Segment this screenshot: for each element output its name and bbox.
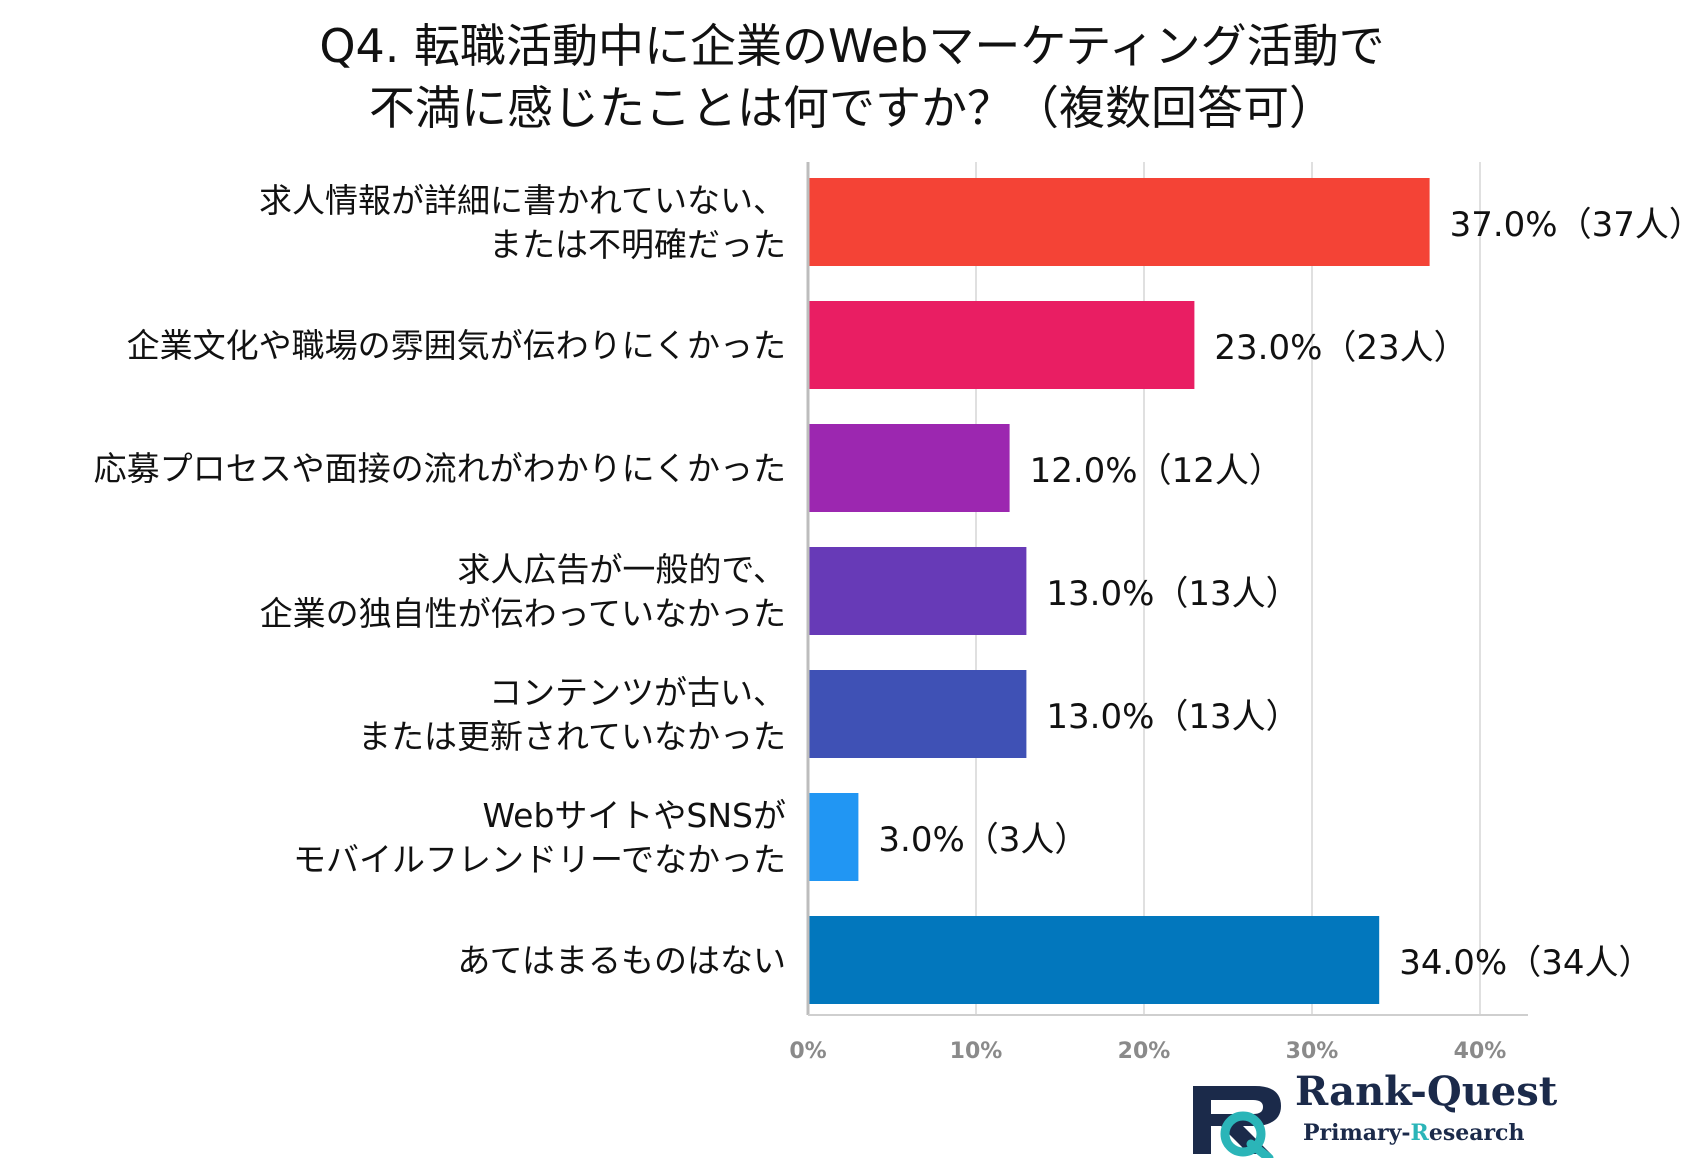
- data-label: 12.0%（12人）: [1030, 451, 1283, 491]
- category-label: コンテンツが古い、: [489, 673, 786, 712]
- category-label: モバイルフレンドリーでなかった: [293, 840, 786, 879]
- data-label: 34.0%（34人）: [1399, 943, 1652, 983]
- category-label: 企業文化や職場の雰囲気が伝わりにくかった: [127, 326, 786, 365]
- bar: [808, 301, 1195, 389]
- x-tick-label: 30%: [1286, 1039, 1339, 1064]
- logo-wordmark: Rank-Quest: [1295, 1068, 1558, 1115]
- category-label: または不明確だった: [489, 225, 786, 264]
- x-tick-label: 40%: [1454, 1039, 1507, 1064]
- bar: [808, 424, 1010, 512]
- x-tick-label: 0%: [789, 1039, 826, 1064]
- logo-tagline: Primary-Research: [1303, 1120, 1525, 1146]
- rank-quest-logo-icon: [1193, 1086, 1281, 1158]
- category-label: 求人情報が詳細に書かれていない、: [259, 181, 786, 220]
- data-label: 3.0%（3人）: [878, 820, 1088, 860]
- category-label: あてはまるものはない: [457, 941, 786, 980]
- bar: [808, 547, 1027, 635]
- data-label: 13.0%（13人）: [1046, 697, 1299, 737]
- category-label: または更新されていなかった: [358, 717, 786, 756]
- bar: [808, 178, 1430, 266]
- x-tick-label: 10%: [950, 1039, 1003, 1064]
- data-label: 13.0%（13人）: [1046, 574, 1299, 614]
- x-tick-label: 20%: [1118, 1039, 1171, 1064]
- data-label: 23.0%（23人）: [1214, 328, 1467, 368]
- chart-title-line-2: 不満に感じたことは何ですか？（複数回答可）: [369, 81, 1335, 135]
- data-label: 37.0%（37人）: [1450, 205, 1703, 245]
- category-label: 企業の独自性が伝わっていなかった: [260, 594, 786, 633]
- bar: [808, 670, 1027, 758]
- category-label: WebサイトやSNSが: [482, 796, 786, 835]
- chart-title-line-1: Q4. 転職活動中に企業のWebマーケティング活動で: [319, 19, 1385, 73]
- bar: [808, 916, 1380, 1004]
- rank-quest-logo: Rank-Quest Primary-Research: [1185, 1068, 1565, 1158]
- category-label: 応募プロセスや面接の流れがわかりにくかった: [94, 449, 786, 488]
- bar: [808, 793, 859, 881]
- category-label: 求人広告が一般的で、: [457, 550, 786, 589]
